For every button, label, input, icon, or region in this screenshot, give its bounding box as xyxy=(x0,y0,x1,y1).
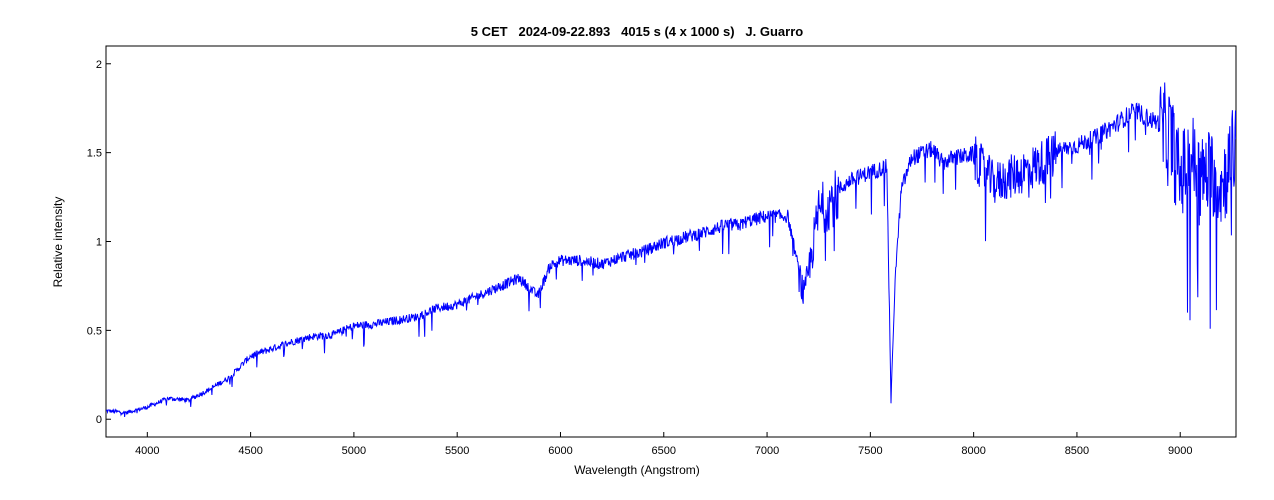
y-tick-label: 0.5 xyxy=(87,325,102,337)
spectrum-line xyxy=(106,82,1236,418)
x-tick-label: 7000 xyxy=(755,445,779,457)
y-tick-label: 1.5 xyxy=(87,148,102,160)
ticks-layer: 4000 4500 5000 5500 6000 6500 7000 7500 8000 8500… xyxy=(87,59,1193,457)
x-axis-label: Wavelength (Angstrom) xyxy=(574,463,700,477)
x-tick-label: 5500 xyxy=(445,445,469,457)
x-tick-label: 7500 xyxy=(858,445,882,457)
x-tick-label: 8500 xyxy=(1065,445,1089,457)
x-tick-label: 8000 xyxy=(961,445,985,457)
x-tick-label: 4000 xyxy=(135,445,159,457)
x-tick-label: 5000 xyxy=(342,445,366,457)
x-tick-label: 6000 xyxy=(548,445,572,457)
x-tick-label: 9000 xyxy=(1168,445,1192,457)
y-tick-label: 1 xyxy=(96,237,102,249)
y-tick-label: 2 xyxy=(96,59,102,71)
x-tick-label: 4500 xyxy=(238,445,262,457)
y-tick-label: 0 xyxy=(96,414,102,426)
x-tick-label: 6500 xyxy=(652,445,676,457)
chart-title: 5 CET 2024-09-22.893 4015 s (4 x 1000 s)… xyxy=(470,24,804,39)
